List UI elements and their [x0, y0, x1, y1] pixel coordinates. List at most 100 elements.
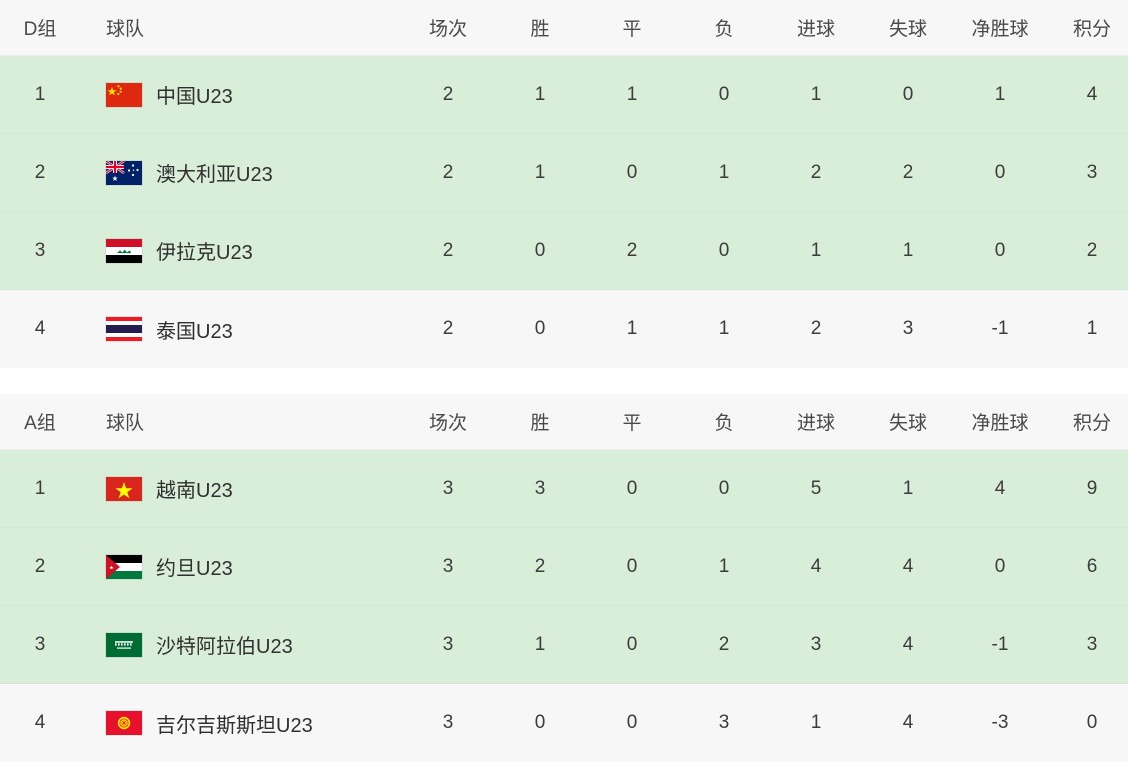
points-cell: 0	[1086, 712, 1098, 733]
team-cell: 吉尔吉斯斯坦U23	[80, 709, 402, 738]
header-win-d: 胜	[530, 19, 550, 40]
header-goals-for-a: 进球	[796, 413, 835, 434]
goal-diff-cell: -1	[991, 318, 1009, 339]
rank-cell: 4	[34, 318, 46, 339]
rank-cell: 1	[34, 477, 46, 499]
flag-thailand-icon	[106, 317, 142, 341]
loss-cell: 3	[718, 712, 730, 733]
table-row[interactable]: 1 中国U23 2 1 1 0 1 0 1 4	[0, 56, 1128, 134]
header-goal-diff-a: 净胜球	[971, 413, 1029, 434]
team-name: 沙特阿拉伯U23	[156, 636, 293, 658]
header-win-a: 胜	[530, 413, 550, 434]
table-header-row-a: A组 球队 场次 胜 平 负 进球 失球 净胜球 积分	[0, 394, 1128, 450]
team-name: 伊拉克U23	[156, 242, 253, 264]
draw-cell: 0	[626, 633, 638, 655]
flag-iraq-icon	[106, 238, 142, 263]
header-goals-against-a: 失球	[888, 413, 927, 434]
flag-vietnam-icon	[106, 476, 142, 501]
played-cell: 2	[442, 161, 454, 183]
win-cell: 1	[534, 633, 546, 655]
goals-against-cell: 4	[902, 712, 914, 733]
table-header-row-d: D组 球队 场次 胜 平 负 进球 失球 净胜球 积分	[0, 0, 1128, 56]
draw-cell: 2	[626, 239, 638, 261]
goal-diff-cell: -1	[991, 633, 1009, 655]
flag-kyrgyzstan-icon	[106, 711, 142, 735]
goals-for-cell: 1	[810, 712, 822, 733]
team-cell: 越南U23	[80, 474, 402, 503]
table-row[interactable]: 2	[0, 134, 1128, 212]
goal-diff-cell: 0	[994, 161, 1006, 183]
points-cell: 3	[1086, 161, 1098, 183]
rank-cell: 1	[34, 83, 46, 105]
flag-jordan-icon	[106, 554, 142, 579]
loss-cell: 1	[718, 161, 730, 183]
table-row[interactable]: 4 吉尔吉斯斯坦U23 3 0 0 3 1 4 -3	[0, 684, 1128, 762]
win-cell: 0	[534, 239, 546, 261]
rank-cell: 4	[34, 712, 46, 733]
goals-for-cell: 2	[810, 161, 822, 183]
goal-diff-cell: 4	[994, 477, 1006, 499]
table-row[interactable]: 3 伊拉克U23	[0, 212, 1128, 290]
rank-cell: 2	[34, 555, 46, 577]
goal-diff-cell: 0	[994, 555, 1006, 577]
points-cell: 9	[1086, 477, 1098, 499]
team-name: 约旦U23	[156, 558, 233, 580]
goals-for-cell: 1	[810, 239, 822, 261]
draw-cell: 1	[626, 318, 638, 339]
loss-cell: 0	[718, 83, 730, 105]
team-cell: 伊拉克U23	[80, 236, 402, 265]
header-draw-d: 平	[622, 19, 642, 40]
loss-cell: 1	[718, 318, 730, 339]
team-name: 越南U23	[156, 480, 233, 502]
loss-cell: 1	[718, 555, 730, 577]
loss-cell: 0	[718, 239, 730, 261]
goal-diff-cell: 0	[994, 239, 1006, 261]
table-row[interactable]: 4 泰国U23 2 0 1 1 2 3 -1 1	[0, 290, 1128, 368]
header-goals-against-d: 失球	[888, 19, 927, 40]
win-cell: 1	[534, 161, 546, 183]
header-points-a: 积分	[1072, 413, 1111, 434]
header-goal-diff-d: 净胜球	[971, 19, 1029, 40]
table-row[interactable]: 2 约旦U23 3 2 0 1 4 4 0 6	[0, 528, 1128, 606]
points-cell: 2	[1086, 239, 1098, 261]
played-cell: 3	[442, 633, 454, 655]
points-cell: 4	[1086, 83, 1098, 105]
goals-against-cell: 1	[902, 477, 914, 499]
team-cell: 中国U23	[80, 80, 402, 109]
rank-cell: 2	[34, 161, 46, 183]
header-draw-a: 平	[622, 413, 642, 434]
rank-cell: 3	[34, 239, 46, 261]
team-cell: 沙特阿拉伯U23	[80, 630, 402, 659]
played-cell: 3	[442, 477, 454, 499]
rank-cell: 3	[34, 633, 46, 655]
goals-for-cell: 4	[810, 555, 822, 577]
team-cell: 澳大利亚U23	[80, 158, 402, 187]
flag-saudi-arabia-icon	[106, 632, 142, 657]
goals-against-cell: 1	[902, 239, 914, 261]
loss-cell: 0	[718, 477, 730, 499]
points-cell: 6	[1086, 555, 1098, 577]
header-group-label-d: D组	[23, 19, 57, 40]
draw-cell: 0	[626, 555, 638, 577]
goals-against-cell: 4	[902, 555, 914, 577]
goals-against-cell: 0	[902, 83, 914, 105]
header-team-a: 球队	[106, 413, 145, 434]
win-cell: 3	[534, 477, 546, 499]
win-cell: 1	[534, 83, 546, 105]
goals-for-cell: 1	[810, 83, 822, 105]
goals-for-cell: 3	[810, 633, 822, 655]
team-cell: 约旦U23	[80, 552, 402, 581]
table-row[interactable]: 3	[0, 606, 1128, 684]
goal-diff-cell: 1	[994, 83, 1006, 105]
draw-cell: 1	[626, 83, 638, 105]
header-group-label-a: A组	[24, 413, 56, 434]
header-played-d: 场次	[428, 19, 467, 40]
draw-cell: 0	[626, 477, 638, 499]
win-cell: 0	[534, 712, 546, 733]
played-cell: 2	[442, 239, 454, 261]
table-row[interactable]: 1 越南U23 3 3 0 0 5 1 4 9	[0, 450, 1128, 528]
played-cell: 3	[442, 555, 454, 577]
win-cell: 0	[534, 318, 546, 339]
header-loss-a: 负	[714, 413, 734, 434]
